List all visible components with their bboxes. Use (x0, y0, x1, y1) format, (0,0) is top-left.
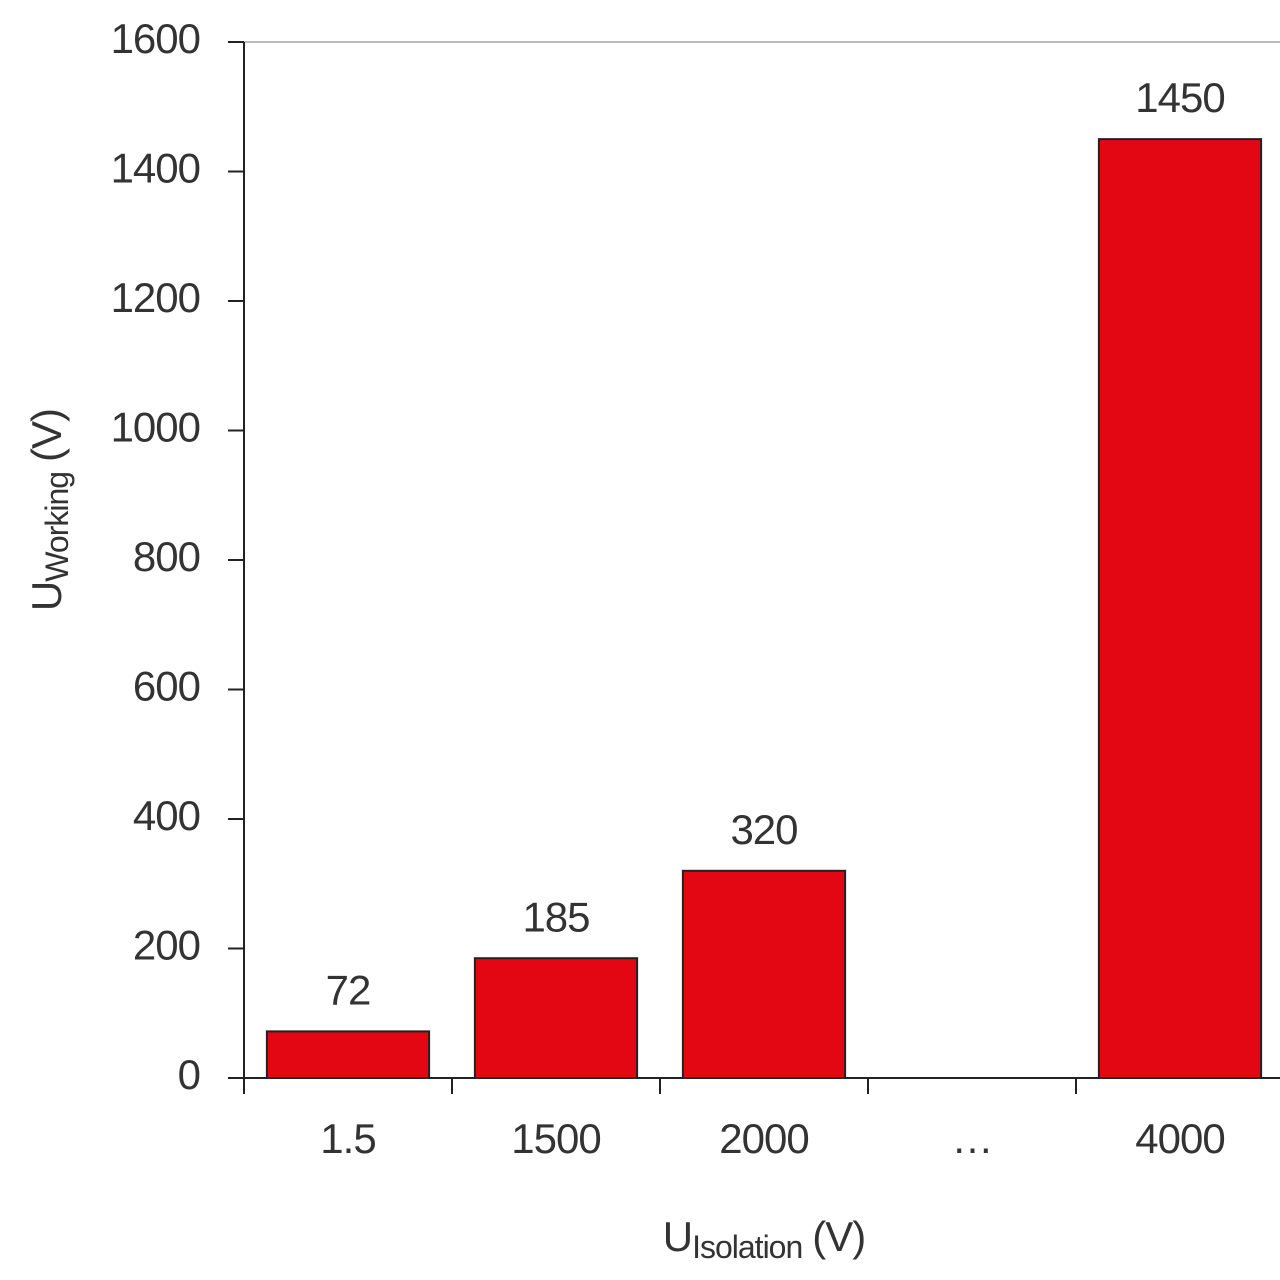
bar (681, 869, 847, 1079)
y-axis-label: UWorking (V) (23, 409, 75, 611)
y-label-unit: (V) (23, 409, 70, 462)
bar (473, 957, 639, 1080)
y-tick-label: 0 (178, 1051, 200, 1098)
y-tick-label: 1400 (111, 145, 200, 192)
x-tick-label: 1.5 (320, 1115, 375, 1162)
value-label: 72 (326, 966, 371, 1013)
y-tick-label: 400 (133, 792, 200, 839)
bar (1097, 138, 1263, 1079)
y-tick-label: 200 (133, 922, 200, 969)
x-label-symbol: U (663, 1213, 692, 1260)
x-tick-label: 1500 (511, 1115, 600, 1162)
value-label: 1450 (1135, 74, 1224, 121)
x-label-unit: (V) (812, 1213, 865, 1260)
x-tick-label: … (952, 1115, 993, 1162)
x-label-subscript: Isolation (692, 1229, 802, 1265)
y-label-subscript: Working (39, 472, 75, 582)
y-tick-label: 600 (133, 663, 200, 710)
y-label-symbol: U (23, 582, 70, 611)
value-label: 185 (522, 893, 589, 940)
value-label: 320 (730, 806, 797, 853)
x-tick-label: 4000 (1135, 1115, 1224, 1162)
x-tick-label: 2000 (719, 1115, 808, 1162)
x-axis-label: UIsolation (V) (663, 1213, 866, 1265)
y-tick-label: 800 (133, 533, 200, 580)
y-tick-label: 1000 (111, 404, 200, 451)
y-tick-label: 1600 (111, 15, 200, 62)
y-tick-label: 1200 (111, 274, 200, 321)
bar (265, 1030, 431, 1080)
